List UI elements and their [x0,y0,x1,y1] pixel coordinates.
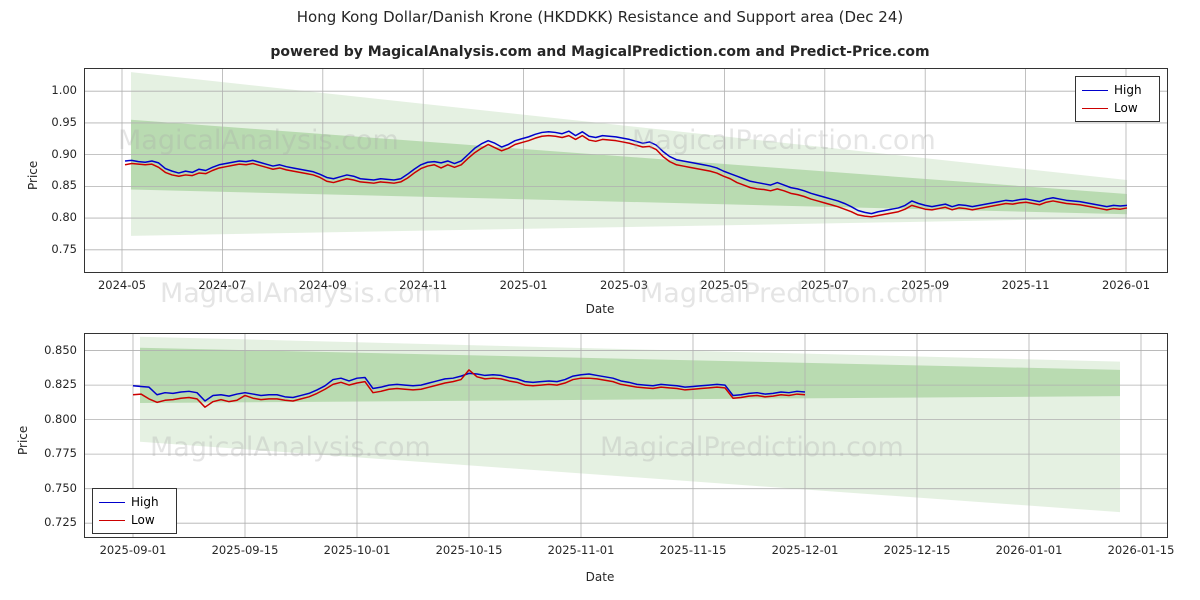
top-chart-legend: High Low [1075,76,1160,122]
x-tick-label: 2024-11 [399,278,448,292]
legend-label-high-2: High [131,495,159,509]
y-tick-label: 0.90 [51,146,77,161]
x-tick-label: 2025-11-15 [659,543,727,557]
legend-item-high-2: High [99,493,170,511]
y-tick-label: 0.95 [51,114,77,129]
y-tick-label: 0.85 [51,178,77,193]
x-tick-label: 2025-11-01 [547,543,615,557]
top-chart-xaxis-label: Date [585,302,615,316]
legend-label-low-2: Low [131,513,155,527]
legend-item-low-2: Low [99,511,170,529]
top-chart-plot-area [84,68,1168,273]
legend-item-low: Low [1082,99,1153,117]
y-tick-label: 0.800 [44,411,77,426]
legend-line-high [1082,89,1108,91]
y-tick-label: 0.750 [44,480,77,495]
legend-label-low: Low [1114,101,1138,115]
x-tick-label: 2024-05 [97,278,147,292]
y-tick-label: 0.80 [51,210,77,225]
page-title: Hong Kong Dollar/Danish Krone (HKDDKK) R… [296,8,904,26]
top-chart-svg [85,69,1167,272]
x-tick-label: 2025-09-15 [211,543,279,557]
legend-label-high: High [1114,83,1142,97]
x-tick-label: 2025-09 [901,278,950,292]
x-tick-label: 2025-07 [800,278,849,292]
bottom-chart-plot-area [84,333,1168,538]
legend-line-high-2 [99,501,125,503]
bottom-chart-legend: High Low [92,488,177,534]
bottom-chart-xaxis-label: Date [585,570,615,584]
y-tick-label: 1.00 [51,83,77,98]
x-tick-label: 2025-10-01 [323,543,391,557]
y-tick-label: 0.75 [51,241,77,256]
x-tick-label: 2024-09 [298,278,347,292]
legend-item-high: High [1082,81,1153,99]
y-tick-label: 0.725 [44,515,77,530]
y-tick-label: 0.775 [44,446,77,461]
top-chart-yaxis-label: Price [26,160,40,190]
x-tick-label: 2025-12-15 [883,543,951,557]
legend-line-low [1082,107,1108,109]
y-tick-label: 0.825 [44,377,77,392]
x-tick-label: 2026-01-15 [1107,543,1175,557]
x-tick-label: 2026-01 [1101,278,1151,292]
x-tick-label: 2025-03 [599,278,649,292]
x-tick-label: 2025-11 [1001,278,1050,292]
x-tick-label: 2024-07 [198,278,247,292]
bottom-chart-svg [85,334,1167,537]
legend-line-low-2 [99,519,125,521]
bottom-chart-yaxis-label: Price [16,425,30,455]
page-subtitle: powered by MagicalAnalysis.com and Magic… [270,44,930,60]
x-tick-label: 2026-01-01 [995,543,1063,557]
x-tick-label: 2025-09-01 [99,543,167,557]
y-tick-label: 0.850 [44,342,77,357]
x-tick-label: 2025-12-01 [771,543,839,557]
x-tick-label: 2025-05 [700,278,749,292]
x-tick-label: 2025-01 [499,278,548,292]
x-tick-label: 2025-10-15 [435,543,503,557]
